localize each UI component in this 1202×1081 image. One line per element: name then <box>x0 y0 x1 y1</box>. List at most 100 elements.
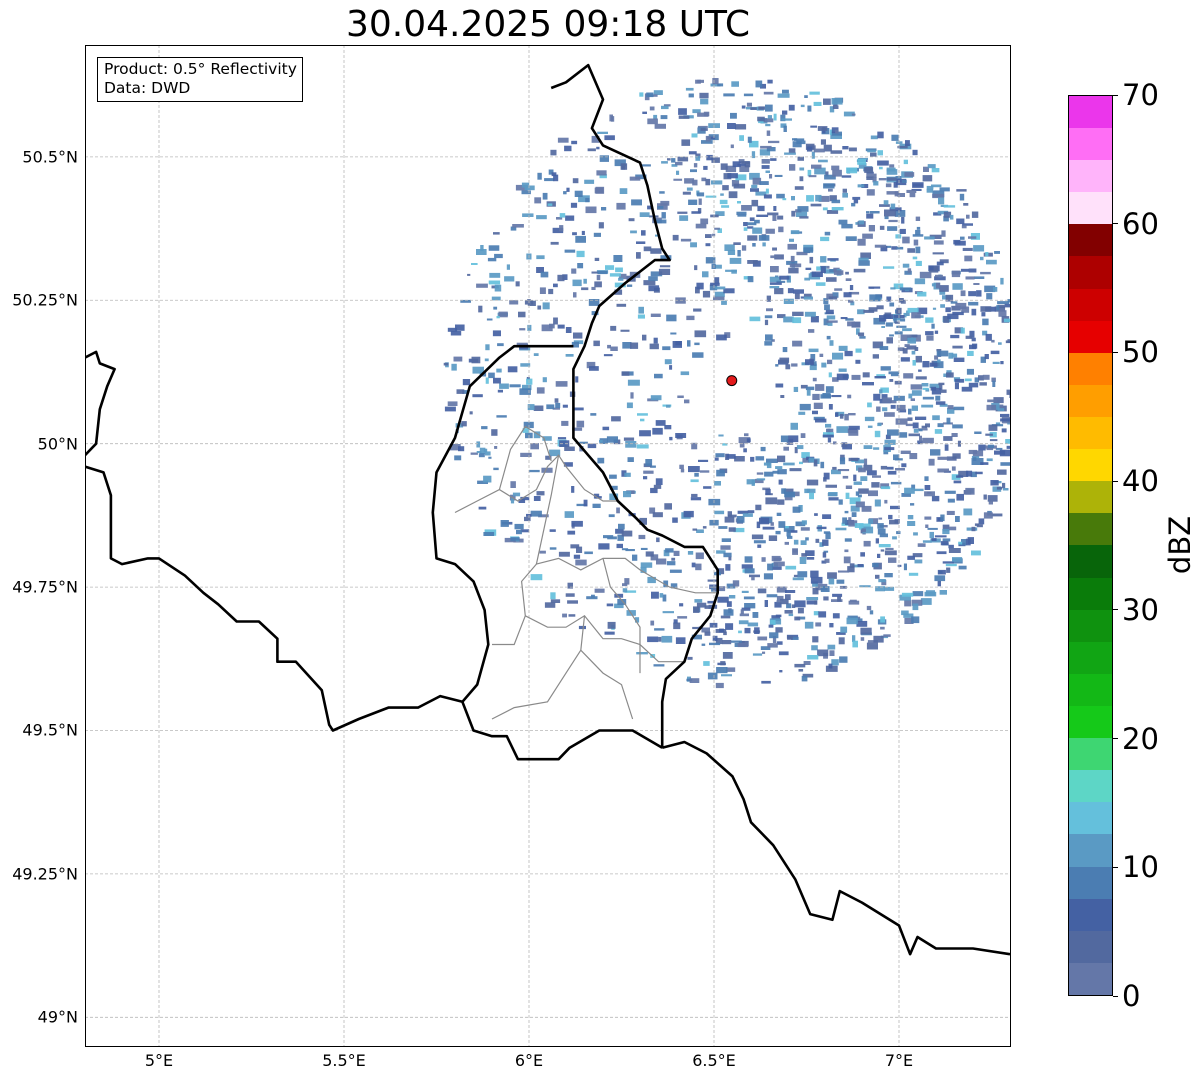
echo-pixel <box>882 407 888 412</box>
echo-pixel <box>565 593 575 597</box>
echo-pixel <box>886 169 898 175</box>
echo-pixel <box>533 431 541 439</box>
echo-pixel <box>893 182 898 188</box>
echo-pixel <box>908 433 920 437</box>
echo-pixel <box>912 553 923 558</box>
echo-pixel <box>866 176 874 180</box>
echo-pixel <box>867 640 878 645</box>
echo-pixel <box>866 470 877 476</box>
echo-pixel <box>785 565 797 570</box>
echo-pixel <box>873 635 884 643</box>
echo-pixel <box>777 93 790 98</box>
echo-pixel <box>835 412 839 417</box>
echo-pixel <box>986 293 993 300</box>
echo-pixel <box>512 224 524 228</box>
echo-pixel <box>478 305 483 313</box>
echo-pixel <box>942 524 950 532</box>
echo-pixel <box>706 154 713 161</box>
echo-pixel <box>872 341 884 349</box>
echo-pixel <box>567 600 578 604</box>
echo-pixel <box>967 537 974 544</box>
echo-pixel <box>961 306 970 313</box>
echo-pixel <box>559 225 564 232</box>
echo-pixel <box>988 500 993 505</box>
colorbar-segment <box>1069 930 1112 963</box>
echo-pixel <box>907 248 915 253</box>
echo-pixel <box>935 395 941 401</box>
echo-pixel <box>909 334 918 338</box>
echo-pixel <box>903 373 914 379</box>
echo-pixel <box>910 503 915 506</box>
echo-pixel <box>848 457 859 462</box>
echo-pixel <box>716 667 728 674</box>
echo-pixel <box>615 267 623 273</box>
echo-pixel <box>815 194 822 202</box>
echo-pixel <box>784 152 796 155</box>
echo-pixel <box>847 428 858 434</box>
echo-pixel <box>512 492 521 497</box>
echo-pixel <box>557 437 567 440</box>
echo-pixel <box>857 157 868 160</box>
echo-pixel <box>910 384 923 390</box>
echo-pixel <box>931 168 940 173</box>
radar-map[interactable] <box>85 45 1010 1046</box>
echo-pixel <box>879 225 885 230</box>
echo-pixel <box>874 244 887 248</box>
echo-pixel <box>563 191 567 195</box>
echo-pixel <box>696 602 707 608</box>
echo-pixel <box>953 239 961 245</box>
echo-pixel <box>570 544 580 549</box>
echo-pixel <box>783 125 787 132</box>
echo-pixel <box>504 537 516 543</box>
lat-tick-label: 49.75°N <box>12 577 78 597</box>
radar-site-marker[interactable] <box>726 375 738 387</box>
colorbar-tick-mark <box>1113 738 1118 740</box>
echo-pixel <box>783 526 795 532</box>
echo-pixel <box>951 433 958 437</box>
echo-pixel <box>740 641 745 644</box>
echo-pixel <box>867 402 872 408</box>
echo-pixel <box>534 197 542 204</box>
echo-pixel <box>835 527 847 531</box>
echo-pixel <box>623 491 632 498</box>
echo-pixel <box>917 440 923 445</box>
echo-pixel <box>707 579 718 582</box>
echo-pixel <box>701 140 713 144</box>
echo-pixel <box>932 193 945 199</box>
echo-pixel <box>884 412 895 417</box>
echo-pixel <box>557 274 565 282</box>
echo-pixel <box>994 450 1006 455</box>
echo-pixel <box>747 226 754 229</box>
echo-pixel <box>925 317 934 323</box>
echo-pixel <box>710 83 721 87</box>
echo-pixel <box>572 427 583 431</box>
echo-pixel <box>857 238 866 246</box>
echo-pixel <box>1005 340 1010 344</box>
echo-pixel <box>568 614 576 617</box>
echo-pixel <box>776 193 785 199</box>
echo-pixel <box>536 267 544 273</box>
echo-pixel <box>716 550 726 554</box>
echo-pixel <box>838 219 848 225</box>
echo-pixel <box>859 336 866 339</box>
echo-pixel <box>680 468 685 473</box>
echo-pixel <box>703 111 710 117</box>
echo-pixel <box>518 311 526 318</box>
echo-pixel <box>902 263 910 268</box>
echo-pixel <box>724 244 735 251</box>
echo-pixel <box>874 376 886 379</box>
echo-pixel <box>780 123 787 128</box>
echo-pixel <box>530 443 539 450</box>
echo-pixel <box>746 479 755 485</box>
echo-pixel <box>872 177 877 183</box>
echo-pixel <box>738 620 749 625</box>
echo-pixel <box>642 334 647 341</box>
echo-pixel <box>840 317 848 320</box>
echo-pixel <box>880 616 885 623</box>
echo-pixel <box>866 605 872 611</box>
echo-pixel <box>800 384 808 389</box>
echo-pixel <box>888 557 897 563</box>
echo-pixel <box>808 329 815 333</box>
echo-pixel <box>922 437 934 444</box>
echo-pixel <box>922 387 929 390</box>
